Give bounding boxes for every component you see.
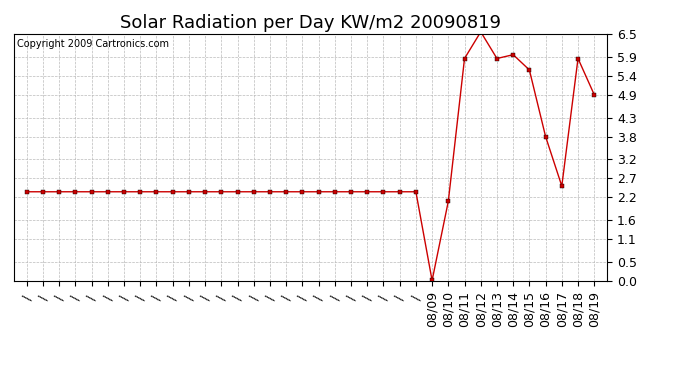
Title: Solar Radiation per Day KW/m2 20090819: Solar Radiation per Day KW/m2 20090819 (120, 14, 501, 32)
Text: Copyright 2009 Cartronics.com: Copyright 2009 Cartronics.com (17, 39, 169, 49)
